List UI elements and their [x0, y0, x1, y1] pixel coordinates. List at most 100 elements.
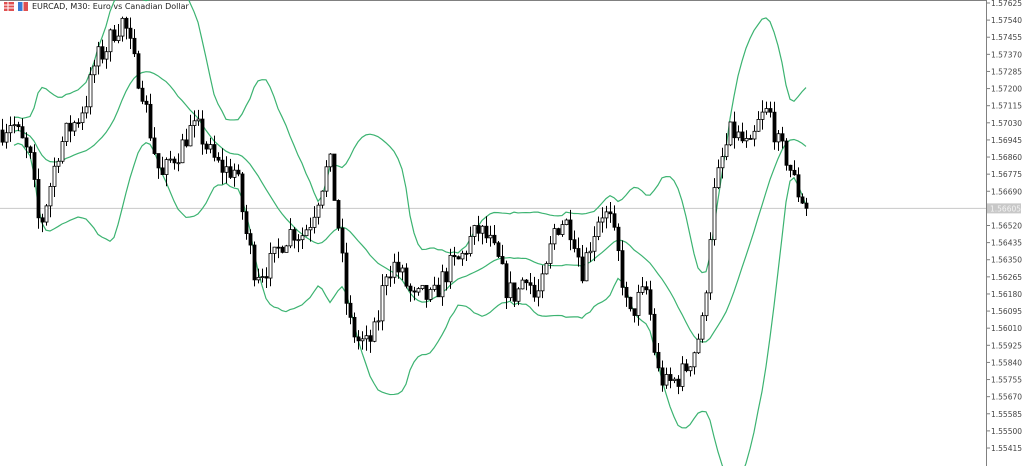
y-tick-label: 1.55500 — [991, 427, 1022, 436]
candle — [356, 330, 361, 350]
candle — [628, 296, 633, 312]
candle — [692, 351, 697, 375]
candle — [608, 202, 613, 223]
candle — [8, 116, 13, 142]
candle — [140, 80, 145, 105]
candle — [568, 209, 573, 251]
candle — [708, 232, 713, 300]
candle — [156, 153, 161, 179]
candle — [468, 226, 473, 257]
candle — [696, 333, 701, 354]
price-axis[interactable]: 1.57625 1.57540 1.57455 1.57370 1.57285 1.572… — [986, 0, 1022, 453]
candle — [800, 193, 805, 204]
lower-band — [13, 142, 807, 466]
candle — [340, 218, 345, 263]
candle — [48, 182, 53, 218]
candle — [200, 110, 205, 155]
candle — [732, 111, 737, 149]
candle — [304, 224, 309, 237]
candle — [308, 217, 313, 242]
candle — [656, 343, 661, 372]
candle — [508, 271, 513, 302]
candle — [0, 118, 5, 146]
candle — [276, 238, 281, 259]
candle — [160, 156, 165, 175]
candle — [440, 264, 445, 306]
candle — [452, 246, 457, 266]
plot-area[interactable] — [0, 0, 986, 466]
candle — [292, 227, 297, 249]
candle — [632, 308, 637, 323]
y-tick-label: 1.57540 — [991, 16, 1022, 25]
candle — [120, 16, 125, 42]
candle — [236, 164, 241, 177]
candle — [676, 375, 681, 395]
y-tick-label: 1.56265 — [991, 273, 1022, 282]
candle — [256, 268, 261, 284]
candle — [124, 16, 129, 40]
candle — [520, 277, 525, 290]
one-click-trading-icon[interactable] — [18, 2, 28, 11]
candle — [100, 39, 105, 64]
y-tick-label: 1.56775 — [991, 170, 1022, 179]
candle — [332, 153, 337, 201]
candle — [248, 229, 253, 255]
candle — [612, 205, 617, 231]
candle — [344, 242, 349, 315]
candle — [500, 244, 505, 265]
candle — [544, 261, 549, 275]
candle — [664, 367, 669, 389]
candle — [424, 284, 429, 308]
candle — [392, 253, 397, 284]
y-tick-label: 1.56435 — [991, 239, 1022, 248]
candle — [788, 164, 793, 178]
candle — [512, 282, 517, 307]
chart-symbol-title: EURCAD, M30: Euro vs Canadian Dollar — [32, 2, 189, 11]
candle — [324, 160, 329, 197]
candle — [804, 197, 809, 216]
candle — [188, 114, 193, 147]
candle — [72, 120, 77, 136]
candle — [336, 199, 341, 231]
candle — [428, 287, 433, 302]
candle — [684, 359, 689, 373]
candle — [620, 240, 625, 296]
candle — [136, 50, 141, 90]
candle — [748, 134, 753, 140]
candle — [768, 101, 773, 118]
candle — [700, 312, 705, 343]
candle — [84, 95, 89, 119]
candle — [208, 137, 213, 154]
candle — [296, 234, 301, 253]
candle — [668, 367, 673, 389]
candle — [496, 240, 501, 258]
candle — [616, 223, 621, 262]
candle — [176, 153, 181, 172]
candle — [284, 244, 289, 253]
candle — [408, 283, 413, 302]
candle — [264, 267, 269, 289]
candle — [232, 163, 237, 187]
candle — [252, 241, 257, 287]
candle — [24, 132, 29, 159]
y-tick-label: 1.55670 — [991, 393, 1022, 402]
candles — [0, 16, 809, 395]
candle — [624, 281, 629, 307]
grid-icon[interactable] — [4, 2, 14, 11]
current-price-label-bg — [987, 203, 1021, 214]
candle — [688, 366, 693, 377]
candle — [128, 17, 133, 50]
candle — [728, 121, 733, 147]
candle — [604, 205, 609, 229]
candle — [772, 101, 777, 150]
y-tick-label: 1.56520 — [991, 222, 1022, 231]
y-tick-label: 1.56860 — [991, 153, 1022, 162]
candle — [132, 29, 137, 58]
candle — [784, 138, 789, 171]
candle — [636, 284, 641, 326]
candle — [644, 281, 649, 295]
candle — [652, 308, 657, 356]
candle — [660, 360, 665, 392]
candle — [640, 276, 645, 295]
